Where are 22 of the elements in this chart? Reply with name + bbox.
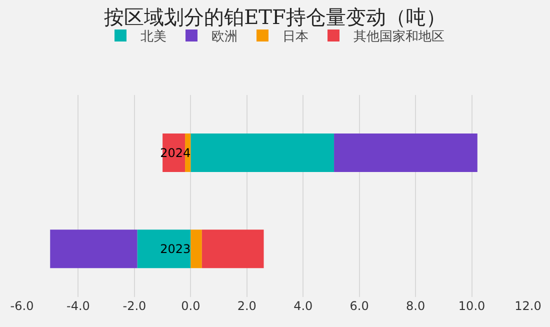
- legend-label: 日本: [282, 30, 308, 45]
- chart-title: 按区域划分的铂ETF持仓量变动（吨）: [104, 4, 446, 29]
- x-tick-label: 12.0: [514, 299, 542, 313]
- x-tick-label: -4.0: [66, 299, 90, 313]
- legend-label: 欧洲: [212, 30, 238, 45]
- bar: [334, 133, 478, 172]
- x-tick-label: -6.0: [10, 299, 34, 313]
- bar: [50, 230, 138, 268]
- legend-label: 其他国家和地区: [354, 28, 444, 45]
- bar: [190, 230, 202, 268]
- x-tick-label: 2.0: [237, 299, 256, 313]
- y-tick-label: 2023: [160, 242, 191, 256]
- bar: [202, 230, 264, 268]
- x-tick-label: 4.0: [294, 299, 313, 313]
- legend-label: 北美: [140, 28, 166, 45]
- x-tick-label: 8.0: [406, 299, 426, 313]
- x-tick-label: 6.0: [350, 299, 369, 313]
- x-tick-label: 10.0: [458, 299, 486, 313]
- bar: [137, 230, 191, 268]
- x-tick-label: 0.0: [181, 299, 200, 313]
- x-tick-label: -2.0: [122, 299, 146, 313]
- bar: [190, 133, 334, 172]
